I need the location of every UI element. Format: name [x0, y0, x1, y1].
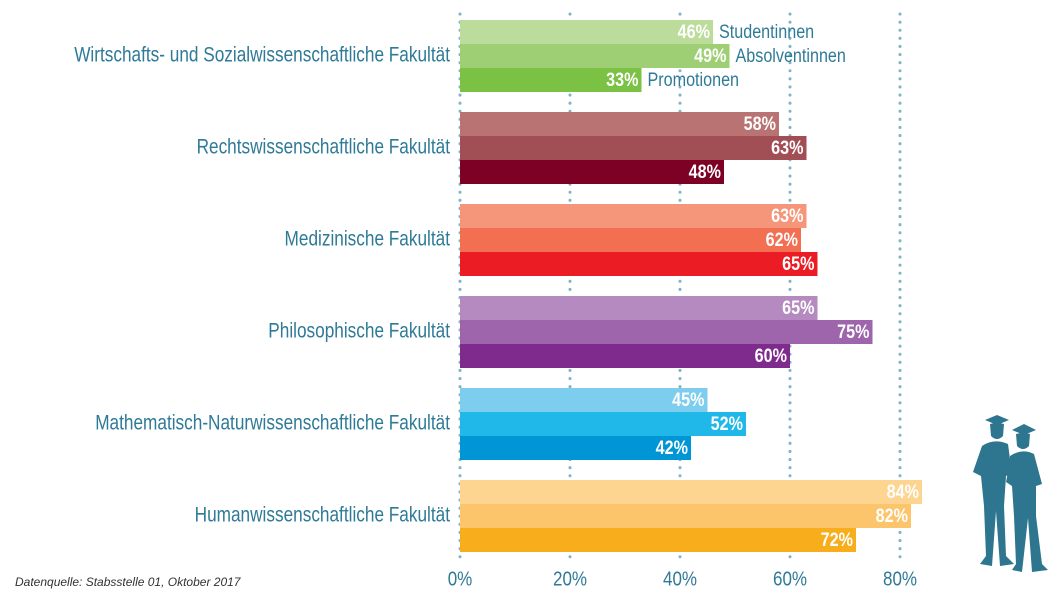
- x-tick-label-group: 40%: [663, 567, 697, 590]
- x-tick-label: 80%: [883, 567, 917, 590]
- value-label-group: 45%: [672, 389, 705, 411]
- x-tick-label: 20%: [553, 567, 587, 590]
- category-label: Rechtswissenschaftliche Fakultät: [197, 136, 451, 159]
- category-label: Philosophische Fakultät: [268, 320, 450, 343]
- bar: [460, 412, 746, 436]
- bar: [460, 228, 801, 252]
- bar: [460, 20, 713, 44]
- value-label-group: 84%: [887, 481, 920, 503]
- value-label: 84%: [887, 481, 920, 503]
- legend-label-group: Absolventinnen: [736, 45, 846, 67]
- legend-label-group: Promotionen: [648, 69, 740, 91]
- chart: Datenquelle: Stabsstelle 01, Oktober 201…: [0, 0, 1058, 592]
- bar: [460, 504, 911, 528]
- value-label: 65%: [782, 297, 815, 319]
- category-label-group: Philosophische Fakultät: [268, 320, 450, 343]
- value-label: 63%: [771, 137, 804, 159]
- value-label-group: 65%: [782, 297, 815, 319]
- bar: [460, 112, 779, 136]
- value-label-group: 33%: [606, 69, 639, 91]
- bar: [460, 252, 818, 276]
- value-label-group: 58%: [744, 113, 777, 135]
- value-label-group: 65%: [782, 253, 815, 275]
- students-icon: [973, 415, 1048, 572]
- value-label: 33%: [606, 69, 639, 91]
- bar: [460, 528, 856, 552]
- x-tick-label-group: 60%: [773, 567, 807, 590]
- category-label-group: Humanwissenschaftliche Fakultät: [195, 504, 451, 527]
- value-label: 63%: [771, 205, 804, 227]
- value-label: 45%: [672, 389, 705, 411]
- value-label-group: 46%: [678, 21, 711, 43]
- x-tick-label-group: 20%: [553, 567, 587, 590]
- category-label: Medizinische Fakultät: [285, 228, 451, 251]
- value-label: 72%: [821, 529, 854, 551]
- value-label: 46%: [678, 21, 711, 43]
- bar: [460, 388, 708, 412]
- x-tick-label: 60%: [773, 567, 807, 590]
- legend-label-group: Studentinnen: [719, 21, 814, 43]
- category-label: Humanwissenschaftliche Fakultät: [195, 504, 451, 527]
- category-label: Mathematisch-Naturwissenschaftliche Faku…: [95, 412, 450, 435]
- value-label-group: 60%: [755, 345, 788, 367]
- bar: [460, 204, 807, 228]
- value-label: 48%: [689, 161, 722, 183]
- value-label: 62%: [766, 229, 799, 251]
- value-label-group: 82%: [876, 505, 909, 527]
- category-label-group: Wirtschafts- und Sozialwissenschaftliche…: [74, 44, 450, 67]
- x-tick-label: 0%: [448, 567, 473, 590]
- bar: [460, 44, 730, 68]
- value-label-group: 42%: [656, 437, 689, 459]
- value-label-group: 72%: [821, 529, 854, 551]
- bar: [460, 136, 807, 160]
- value-label-group: 75%: [837, 321, 870, 343]
- category-label-group: Mathematisch-Naturwissenschaftliche Faku…: [95, 412, 450, 435]
- value-label: 42%: [656, 437, 689, 459]
- bar: [460, 480, 922, 504]
- value-label: 49%: [694, 45, 727, 67]
- value-label: 60%: [755, 345, 788, 367]
- source-note: Datenquelle: Stabsstelle 01, Oktober 201…: [15, 575, 242, 589]
- bar: [460, 296, 818, 320]
- value-label-group: 63%: [771, 205, 804, 227]
- value-label: 52%: [711, 413, 744, 435]
- value-label-group: 62%: [766, 229, 799, 251]
- category-label-group: Rechtswissenschaftliche Fakultät: [197, 136, 451, 159]
- category-label-group: Medizinische Fakultät: [285, 228, 451, 251]
- x-tick-label: 40%: [663, 567, 697, 590]
- category-label: Wirtschafts- und Sozialwissenschaftliche…: [74, 44, 450, 67]
- value-label: 58%: [744, 113, 777, 135]
- x-tick-label-group: 80%: [883, 567, 917, 590]
- value-label: 75%: [837, 321, 870, 343]
- bar: [460, 160, 724, 184]
- value-label: 82%: [876, 505, 909, 527]
- legend-label: Absolventinnen: [736, 45, 846, 67]
- bar: [460, 344, 790, 368]
- value-label: 65%: [782, 253, 815, 275]
- x-tick-label-group: 0%: [448, 567, 473, 590]
- bar: [460, 320, 873, 344]
- value-label-group: 63%: [771, 137, 804, 159]
- value-label-group: 48%: [689, 161, 722, 183]
- value-label-group: 49%: [694, 45, 727, 67]
- legend-label: Promotionen: [648, 69, 740, 91]
- value-label-group: 52%: [711, 413, 744, 435]
- legend-label: Studentinnen: [719, 21, 814, 43]
